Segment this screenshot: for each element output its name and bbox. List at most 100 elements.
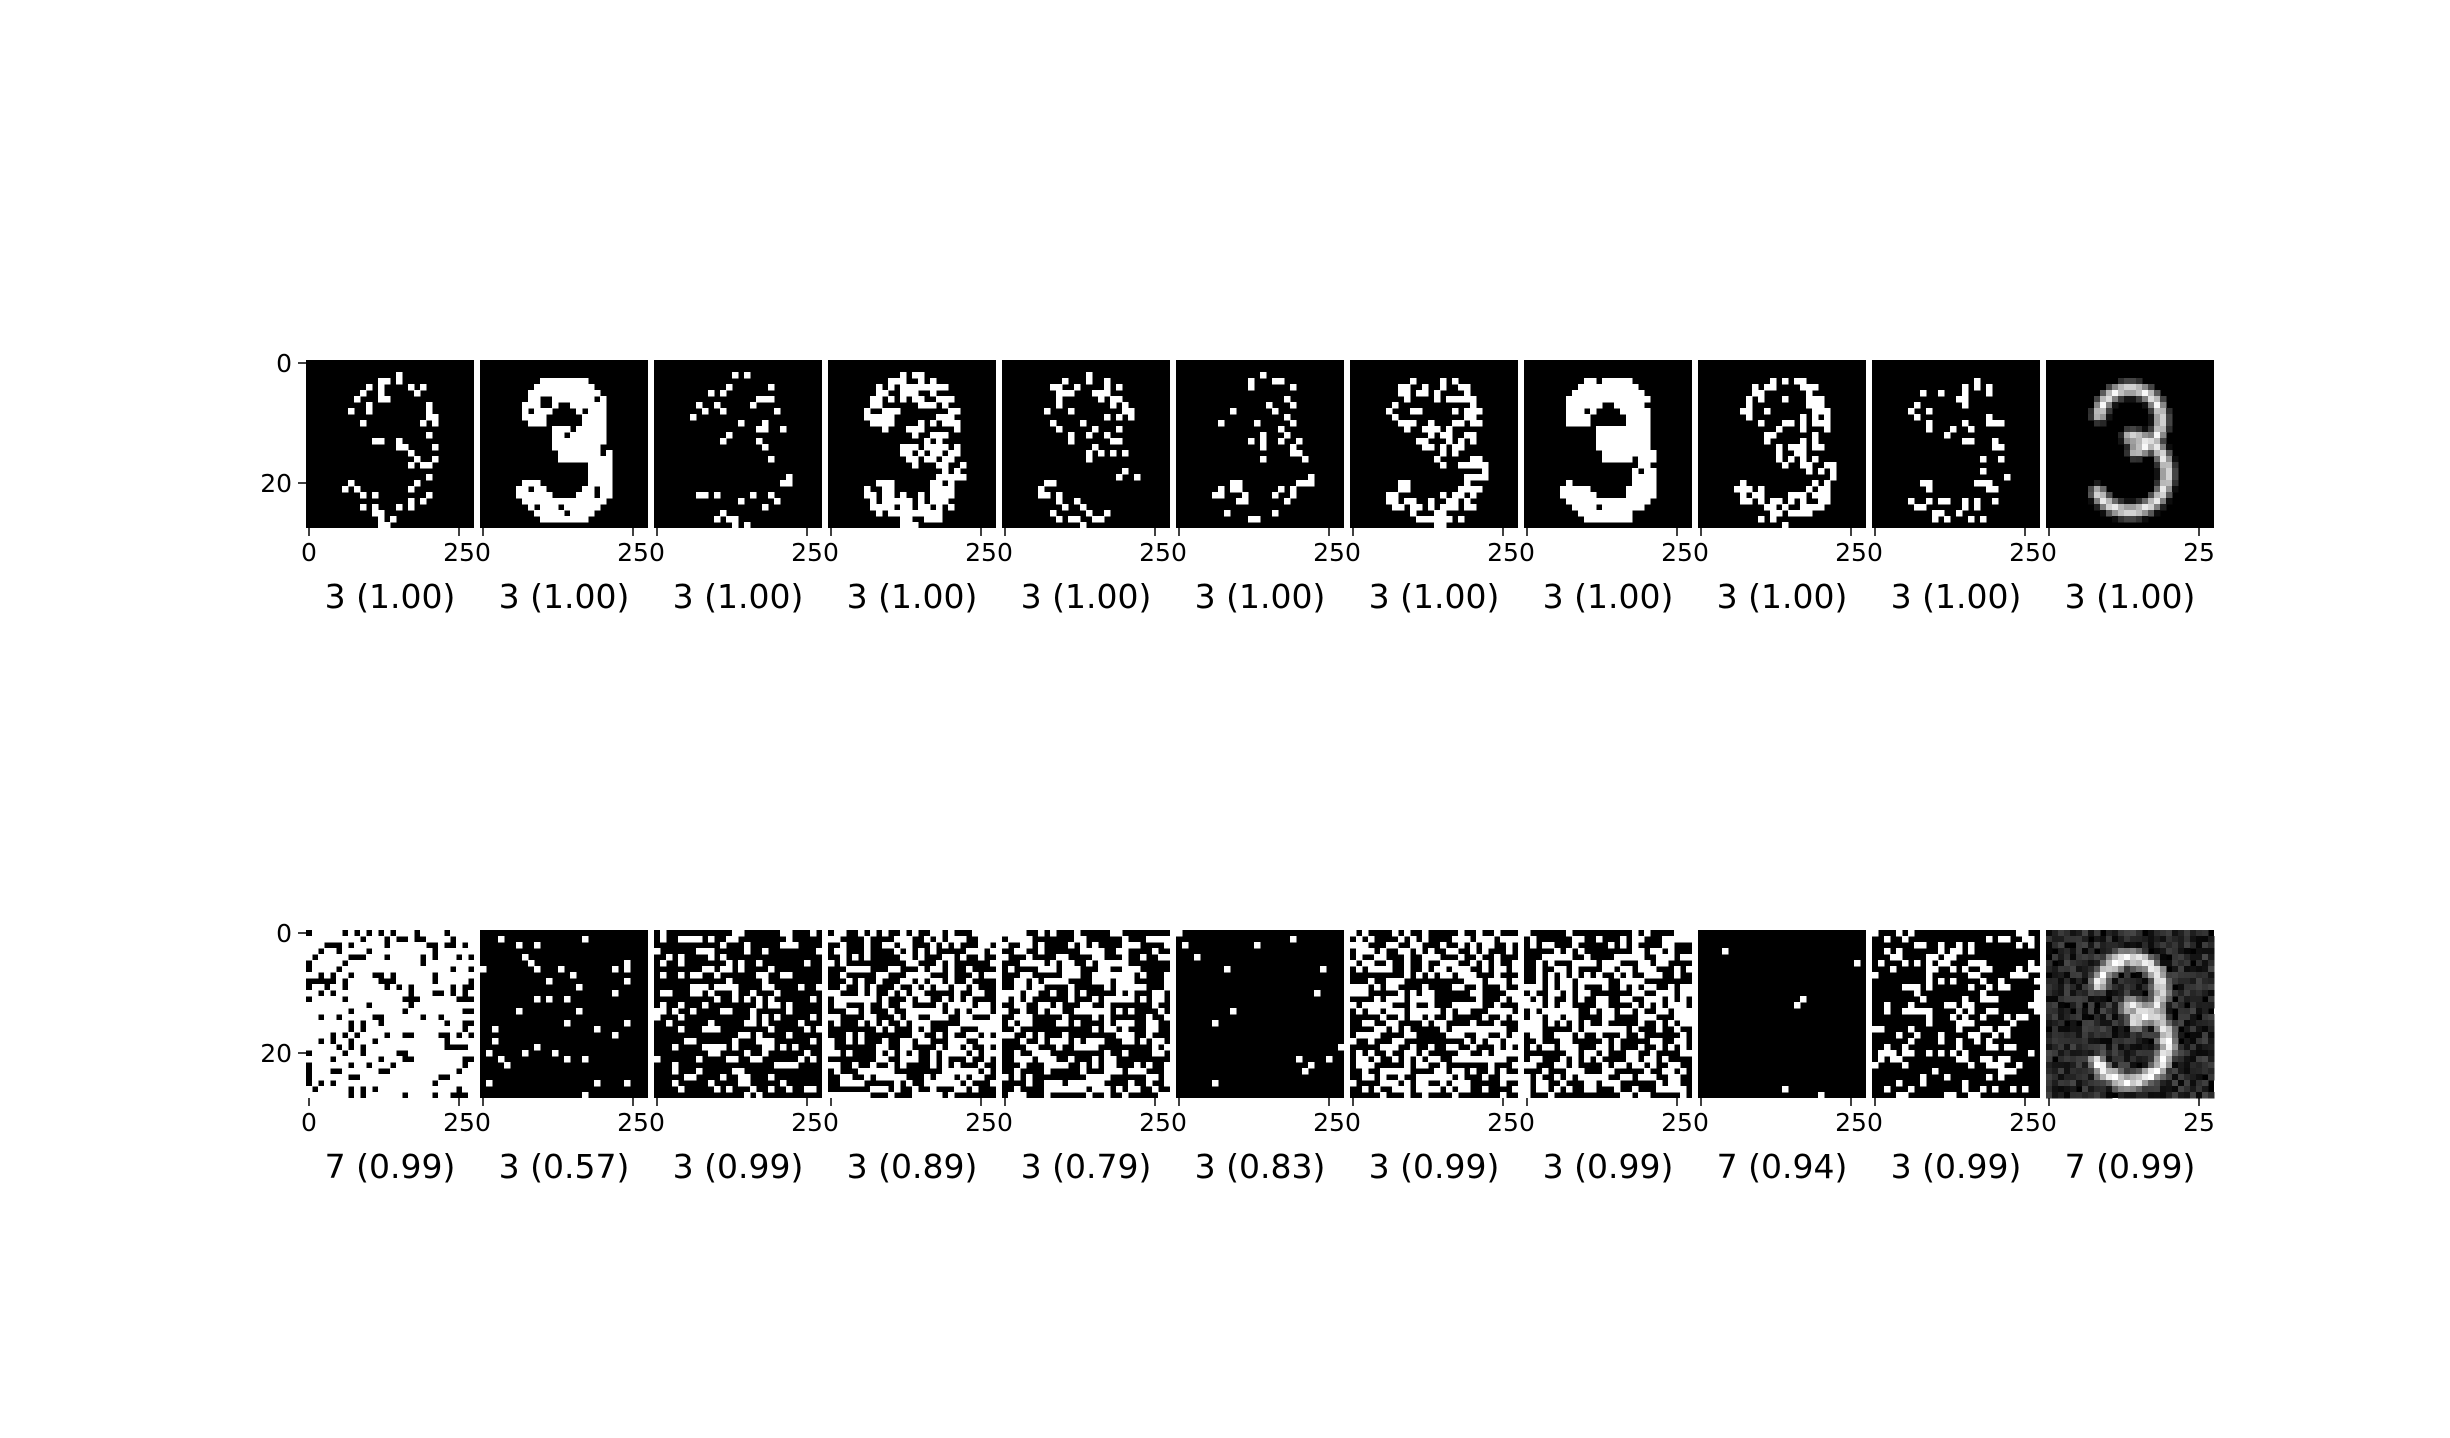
panel-caption: 3 (0.99): [1369, 1147, 1500, 1186]
panel-caption: 3 (1.00): [1369, 577, 1500, 616]
x-tick-label: 25: [443, 1108, 475, 1137]
image-panel: 0 25 7 (0.94): [1693, 930, 1867, 1186]
image-pixels: [1176, 930, 1345, 1087]
image-pixels: [1002, 930, 1171, 1099]
image-background: [480, 930, 648, 1098]
panel-caption: 3 (1.00): [1021, 577, 1152, 616]
panel-caption: 7 (0.99): [2065, 1147, 2196, 1186]
image-panel: 0 25 7 (0.99): [301, 930, 475, 1186]
panel-caption: 3 (0.99): [1891, 1147, 2022, 1186]
x-tick-label: 25: [1835, 1108, 1867, 1137]
x-tick-label: 25: [1139, 538, 1171, 567]
panel-caption: 3 (1.00): [1543, 577, 1674, 616]
x-tick-label: 25: [1487, 538, 1519, 567]
image-pixels: [1350, 930, 1519, 1099]
x-tick-label: 0: [997, 538, 1013, 567]
panel-caption: 3 (1.00): [673, 577, 804, 616]
image-pixels: [2046, 930, 2215, 1099]
image-pixels: [2088, 378, 2179, 523]
x-tick-label: 0: [1693, 1108, 1709, 1137]
y-tick-label: 20: [260, 469, 292, 498]
x-tick-label: 0: [1171, 538, 1187, 567]
y-tick-label: 0: [276, 349, 292, 378]
image-background: [1698, 930, 1866, 1098]
x-tick-label: 0: [1867, 538, 1883, 567]
x-tick-label: 0: [301, 1108, 317, 1137]
image-panel: 0 25 3 (0.57): [475, 930, 649, 1186]
image-panel: 0 25 3 (1.00): [1171, 360, 1345, 616]
panel-caption: 3 (0.83): [1195, 1147, 1326, 1186]
image-pixels: [864, 372, 967, 529]
image-row: 0 253 (1.00)0 253 (1.00)0 253 (1.00)0 253 (1…: [260, 349, 2215, 616]
image-background: [306, 360, 474, 528]
x-tick-label: 0: [649, 1108, 665, 1137]
image-panel: 0 25 3 (0.83): [1171, 930, 1345, 1186]
x-tick-label: 0: [475, 1108, 491, 1137]
image-background: [1872, 360, 2040, 528]
x-tick-label: 25: [617, 538, 649, 567]
panel-caption: 3 (1.00): [325, 577, 456, 616]
x-tick-label: 0: [475, 538, 491, 567]
x-tick-label: 25: [965, 1108, 997, 1137]
x-tick-label: 0: [1519, 1108, 1535, 1137]
x-tick-label: 0: [1345, 538, 1361, 567]
image-panel: 0 25 3 (1.00): [1345, 360, 1519, 616]
image-background: [1176, 930, 1344, 1098]
x-tick-label: 0: [1519, 538, 1535, 567]
image-panel: 0 25 3 (0.99): [649, 930, 823, 1186]
y-tick-label: 20: [260, 1039, 292, 1068]
image-panel: 0 25 3 (1.00): [1867, 360, 2041, 616]
x-tick-label: 0: [2041, 1108, 2057, 1137]
panel-caption: 3 (1.00): [1717, 577, 1848, 616]
image-pixels: [828, 930, 997, 1099]
x-tick-label: 0: [823, 538, 839, 567]
x-tick-label: 25: [1139, 1108, 1171, 1137]
x-tick-label: 25: [791, 1108, 823, 1137]
x-tick-label: 0: [649, 538, 665, 567]
image-panel: 0 25 3 (0.99): [1519, 930, 1693, 1186]
image-panel: 0 25 3 (1.00): [1519, 360, 1693, 616]
panel-caption: 7 (0.99): [325, 1147, 456, 1186]
x-tick-label: 0: [1693, 538, 1709, 567]
x-tick-label: 0: [2041, 538, 2057, 567]
image-pixels: [480, 936, 631, 1099]
image-pixels: [1038, 372, 1141, 529]
x-tick-label: 25: [2009, 1108, 2041, 1137]
image-pixels: [516, 378, 613, 523]
x-tick-label: 0: [1345, 1108, 1361, 1137]
x-tick-label: 0: [823, 1108, 839, 1137]
x-tick-label: 25: [1313, 1108, 1345, 1137]
image-pixels: [1734, 378, 1837, 529]
image-panel: 0 25 3 (1.00): [1693, 360, 1867, 616]
image-pixels: [1212, 372, 1315, 523]
image-panel: 0 25 7 (0.99): [2041, 930, 2215, 1186]
image-panel: 0 25 3 (1.00): [823, 360, 997, 616]
x-tick-label: 25: [2183, 538, 2215, 567]
image-pixels: [306, 930, 475, 1099]
x-tick-label: 25: [965, 538, 997, 567]
panel-caption: 3 (0.99): [673, 1147, 804, 1186]
image-pixels: [1722, 948, 1861, 1099]
x-tick-label: 25: [1661, 1108, 1693, 1137]
x-tick-label: 0: [1171, 1108, 1187, 1137]
x-tick-label: 0: [1867, 1108, 1883, 1137]
x-tick-label: 0: [997, 1108, 1013, 1137]
image-pixels: [342, 372, 439, 529]
x-tick-label: 25: [2183, 1108, 2215, 1137]
panel-caption: 3 (1.00): [2065, 577, 2196, 616]
x-tick-label: 25: [443, 538, 475, 567]
panel-caption: 3 (0.89): [847, 1147, 978, 1186]
x-tick-label: 25: [791, 538, 823, 567]
image-panel: 0 25 3 (0.89): [823, 930, 997, 1186]
image-pixels: [1872, 930, 2041, 1099]
image-pixels: [1524, 930, 1693, 1099]
image-panel: 0 25 3 (1.00): [475, 360, 649, 616]
image-panel: 0 25 3 (0.99): [1345, 930, 1519, 1186]
image-pixels: [1560, 378, 1657, 523]
panel-caption: 3 (0.99): [1543, 1147, 1674, 1186]
y-tick-label: 0: [276, 919, 292, 948]
image-panel: 0 25 3 (0.79): [997, 930, 1171, 1186]
image-pixels: [1386, 378, 1489, 529]
panel-caption: 3 (1.00): [1195, 577, 1326, 616]
